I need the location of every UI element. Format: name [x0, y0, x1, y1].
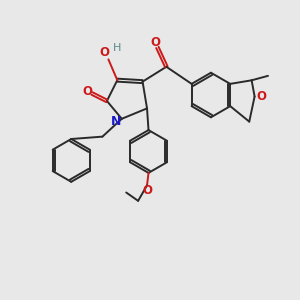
Text: O: O	[256, 90, 266, 103]
Text: O: O	[150, 36, 160, 49]
Text: O: O	[142, 184, 152, 197]
Text: H: H	[112, 43, 121, 53]
Text: N: N	[111, 115, 122, 128]
Text: O: O	[82, 85, 92, 98]
Text: O: O	[100, 46, 110, 59]
